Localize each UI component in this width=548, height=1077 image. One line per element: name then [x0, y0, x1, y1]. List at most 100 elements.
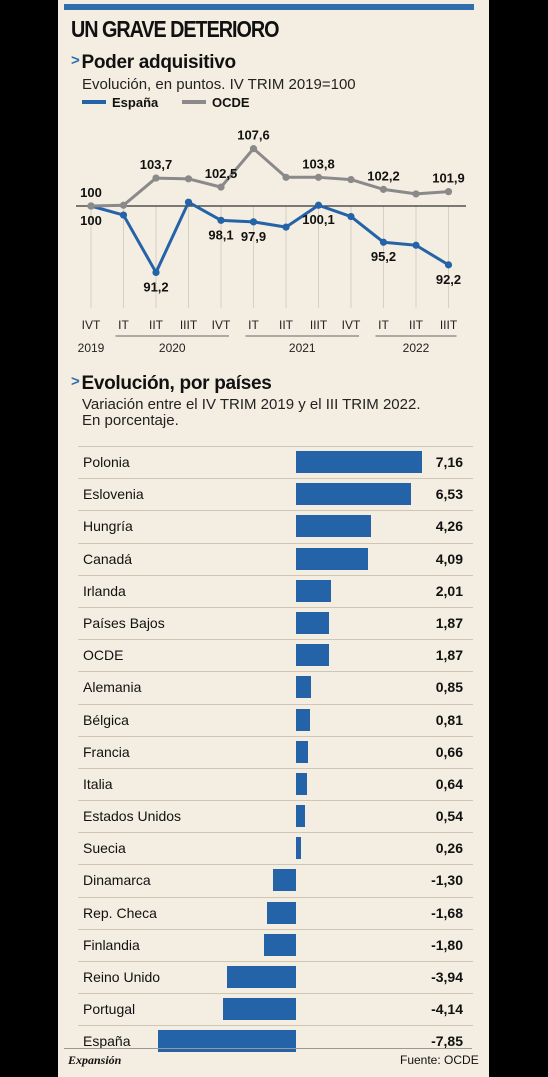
chevron-right-icon: >	[71, 373, 80, 390]
data-label: 92,2	[436, 272, 461, 287]
bar	[296, 676, 311, 699]
bar	[296, 579, 332, 602]
legend-swatch-ocde	[182, 100, 206, 104]
bar-row: Reino Unido -3,94	[78, 961, 473, 993]
data-label: 102,2	[367, 168, 400, 183]
bar	[266, 901, 296, 924]
data-point-spain	[184, 198, 193, 206]
data-label: 103,8	[302, 156, 335, 171]
country-label: Finlandia	[83, 936, 140, 953]
country-label: Suecia	[83, 840, 126, 857]
country-label: Eslovenia	[83, 486, 144, 503]
bar	[296, 451, 422, 473]
legend-label-ocde: OCDE	[212, 95, 250, 110]
x-tick-label: IIT	[279, 318, 294, 332]
x-tick-label: IT	[118, 318, 129, 332]
bar-row: Finlandia -1,80	[78, 928, 473, 961]
bar-row: Estados Unidos 0,54	[78, 800, 473, 832]
x-tick-label: IIIT	[440, 318, 458, 332]
data-point-spain	[119, 211, 128, 219]
series-line-spain	[90, 200, 450, 274]
country-label: España	[83, 1033, 131, 1050]
bar-row: España -7,85	[78, 1025, 473, 1057]
bar-chart: Polonia 7,16 Eslovenia 6,53 Hungría 4,26 Canad…	[78, 446, 473, 1058]
country-label: Irlanda	[83, 582, 126, 599]
value-label: 7,16	[435, 454, 463, 470]
footer-divider	[64, 1048, 472, 1049]
year-label: 2022	[403, 341, 430, 355]
x-tick-label: IVT	[82, 318, 101, 332]
bar-row: Francia 0,66	[78, 735, 473, 768]
chevron-right-icon: >	[71, 52, 80, 69]
country-label: Polonia	[83, 454, 130, 470]
data-label: 100	[80, 213, 102, 228]
country-label: Dinamarca	[83, 872, 151, 889]
value-label: -1,68	[431, 904, 463, 921]
bar	[296, 611, 329, 634]
bar-row: Rep. Checa -1,68	[78, 896, 473, 929]
bar	[296, 547, 368, 570]
bar	[273, 869, 296, 892]
value-label: 0,64	[435, 775, 463, 792]
value-label: -7,85	[431, 1033, 463, 1050]
data-label: 100,1	[302, 212, 335, 227]
country-label: Francia	[83, 743, 130, 760]
data-point-ocde	[87, 202, 95, 210]
value-label: 0,81	[435, 711, 463, 728]
data-label: 95,2	[371, 249, 396, 264]
country-label: Reino Unido	[83, 969, 161, 985]
legend-label-spain: España	[112, 95, 159, 110]
data-point-ocde	[282, 173, 290, 181]
bar-row: Portugal -4,14	[78, 993, 473, 1025]
legend-swatch-spain	[82, 100, 106, 104]
country-label: Italia	[83, 775, 113, 792]
bar-row: Dinamarca -1,30	[78, 864, 473, 896]
data-point-spain	[314, 201, 323, 209]
value-label: 0,66	[435, 743, 463, 760]
x-tick-label: IIIT	[310, 318, 328, 332]
data-point-spain	[152, 268, 160, 277]
value-label: -1,80	[431, 936, 463, 953]
value-label: 4,26	[435, 518, 463, 535]
section2-title-text: Evolución, por países	[81, 373, 272, 394]
data-point-spain	[379, 238, 388, 246]
data-label: 107,6	[237, 128, 270, 143]
bar	[296, 805, 306, 828]
country-label: Canadá	[83, 550, 133, 567]
bar	[264, 933, 296, 956]
section1-title: > Poder adquisitivo	[71, 52, 236, 74]
bar-row: Suecia 0,26	[78, 832, 473, 864]
data-point-spain	[412, 241, 420, 249]
bar	[296, 515, 371, 538]
bar-row: Hungría 4,26	[78, 510, 473, 542]
main-title: UN GRAVE DETERIORO	[71, 16, 279, 42]
section2-subtitle-line2: En porcentaje.	[82, 412, 179, 429]
data-point-ocde	[444, 188, 453, 196]
line-chart: 100 100 103,7 91,2 102,5 98,1 107,6 97,9 103,8 10…	[76, 128, 466, 355]
section1-subtitle: Evolución, en puntos. IV TRIM 2019=100	[82, 76, 356, 93]
year-label: 2019	[78, 341, 105, 355]
data-label: 91,2	[143, 279, 168, 294]
value-label: -3,94	[431, 969, 463, 985]
bar	[296, 740, 308, 763]
data-point-ocde	[152, 174, 160, 182]
data-point-ocde	[347, 175, 355, 184]
data-label: 102,5	[205, 166, 238, 181]
value-label: -4,14	[431, 1001, 463, 1018]
data-point-ocde	[119, 201, 128, 209]
data-label: 98,1	[208, 227, 233, 242]
data-point-spain	[444, 261, 453, 269]
bar	[296, 708, 311, 731]
top-accent-bar	[64, 4, 474, 10]
data-point-ocde	[249, 145, 258, 153]
x-tick-label: IIT	[149, 318, 164, 332]
bar	[296, 772, 308, 795]
section1-title-text: Poder adquisitivo	[81, 52, 236, 73]
bar	[158, 1030, 296, 1053]
country-label: Rep. Checa	[83, 904, 157, 921]
bar	[296, 644, 329, 667]
source-note: Fuente: OCDE	[400, 1053, 479, 1067]
value-label: 4,09	[435, 550, 463, 567]
legend-item-spain: España	[82, 95, 158, 110]
data-point-spain	[282, 223, 290, 231]
